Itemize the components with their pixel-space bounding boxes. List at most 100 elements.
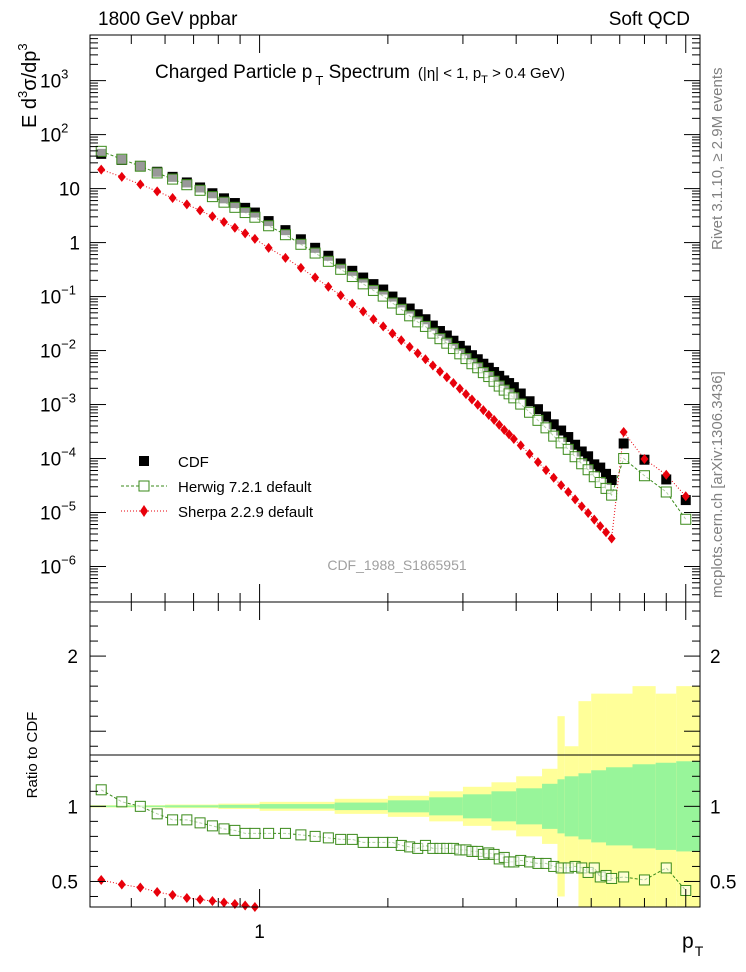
herwig-point [346,271,358,283]
sherpa-point [500,424,509,435]
herwig-point [167,173,179,185]
ratio-herwig-point [346,833,358,845]
herwig-point [181,179,193,191]
xlabel: pT [682,930,704,959]
ratio-herwig-point [660,862,672,874]
herwig-point [638,470,650,482]
sherpa-point [348,298,357,309]
ratio-plot-series [95,784,692,912]
ratio-herwig-point [151,808,163,820]
cdf-point [595,462,606,473]
sherpa-point [336,290,345,301]
sherpa-point [136,179,145,190]
y-tick-label: 1 [69,234,80,255]
header-right: Soft QCD [609,9,690,30]
cdf-point [387,291,398,302]
ratio-band-inner [578,773,592,840]
legend-label-sherpa: Sherpa 2.2.9 default [178,504,314,521]
herwig-point [427,327,439,339]
cdf-point [368,279,379,290]
sherpa-point [596,521,605,532]
sherpa-point [590,514,599,525]
cdf-point [404,303,415,314]
ratio-herwig-point [295,829,307,841]
legend-marker-herwig [138,480,150,492]
ratio-band-inner [90,805,166,808]
herwig-point [576,458,588,470]
ratio-y-tick-label: 0.5 [52,872,78,893]
ratio-herwig-point [367,836,379,848]
y-tick-label: 103 [40,67,68,93]
sherpa-point [479,405,488,416]
ratio-sherpa-point [153,886,162,897]
sherpa-point [379,321,388,332]
sherpa-point [490,414,499,425]
ratio-sherpa-point [168,889,177,900]
sherpa-point [509,433,518,444]
ratio-band-inner [218,804,260,808]
ratio-sherpa-point [117,879,126,890]
cdf-point [589,459,600,470]
sherpa-point [311,272,320,283]
sherpa-point [296,262,305,273]
cdf-point [618,438,629,449]
herwig-point [524,406,536,418]
sherpa-point [281,252,290,263]
y-tick-label: 10−2 [40,337,76,363]
sherpa-point [662,469,671,480]
herwig-point [335,263,347,275]
cdf-point [412,309,423,320]
sherpa-point [557,480,566,491]
ratio-ylabel: Ratio to CDF [24,712,41,799]
sherpa-point [413,348,422,359]
herwig-point [532,414,544,426]
sherpa-point [516,440,525,451]
herwig-point [404,310,416,322]
sherpa-point [369,314,378,325]
y-tick-label: 10 [59,180,80,201]
ratio-herwig-point [116,796,128,808]
herwig-point [618,453,630,465]
sherpa-point [241,228,250,239]
legend-marker-sherpa [140,505,148,517]
sherpa-point [219,217,228,228]
sherpa-point [525,448,534,459]
ratio-herwig-point [167,814,179,826]
sherpa-point [324,281,333,292]
ratio-band-inner [165,805,219,808]
sherpa-point [461,389,470,400]
herwig-point [395,303,407,315]
ratio-herwig-point [194,817,206,829]
ratio-sherpa-point [208,895,217,906]
sherpa-point [584,507,593,518]
cdf-point [556,425,567,436]
sherpa-point [428,360,437,371]
ratio-band-inner [542,783,558,829]
sherpa-point [421,354,430,365]
herwig-point [562,443,574,455]
ratio-axis-ticks: 1 2 2 1 1 0.5 0.5 [52,602,736,943]
y-tick-label: 10−4 [40,445,76,471]
herwig-point [218,196,230,208]
ratio-band-inner [429,797,463,816]
sherpa-point [542,465,551,476]
ratio-band-inner [632,764,656,849]
herwig-point [229,201,241,213]
sherpa-point [533,457,542,468]
ratio-y-tick-label: 1 [67,797,78,818]
legend-marker-cdf [139,456,149,466]
ratio-sherpa-point [196,894,205,905]
cdf-point [524,396,535,407]
sherpa-point [577,501,586,512]
sherpa-point [467,394,476,405]
cdf-point [583,451,594,462]
ratio-herwig-point [279,827,291,839]
sherpa-point [681,491,690,502]
herwig-point [515,398,527,410]
sherpa-point [505,429,514,440]
herwig-point [116,153,128,165]
herwig-point [660,486,672,498]
herwig-point [386,297,398,309]
